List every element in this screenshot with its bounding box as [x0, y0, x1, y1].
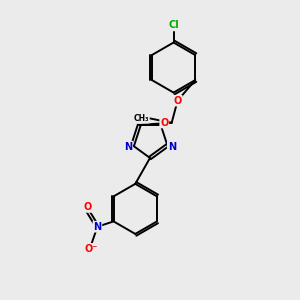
Text: N: N — [168, 142, 176, 152]
Text: O: O — [84, 202, 92, 212]
Text: O: O — [160, 118, 168, 128]
Text: O: O — [173, 96, 182, 106]
Text: N: N — [124, 142, 132, 152]
Text: O⁻: O⁻ — [85, 244, 98, 254]
Text: CH₃: CH₃ — [134, 114, 149, 123]
Text: N: N — [93, 222, 101, 232]
Text: Cl: Cl — [168, 20, 179, 30]
